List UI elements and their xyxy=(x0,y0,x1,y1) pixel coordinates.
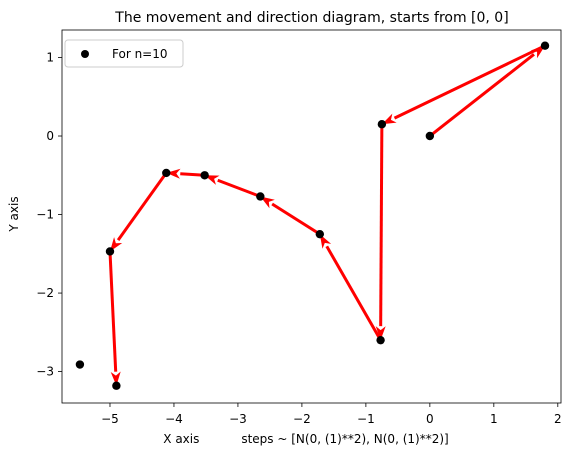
data-point xyxy=(540,41,550,50)
y-tick-label: −1 xyxy=(36,208,54,222)
data-point xyxy=(162,168,171,178)
arrow xyxy=(260,196,321,236)
arrow xyxy=(381,44,546,125)
arrow-head xyxy=(319,234,332,249)
legend-box xyxy=(64,39,184,68)
arrow-head xyxy=(260,196,275,209)
arrow-head xyxy=(375,326,386,341)
x-tick-label: −5 xyxy=(101,412,119,426)
x-tick-label: 1 xyxy=(490,412,498,426)
arrow xyxy=(375,124,386,341)
x-tick-label: −3 xyxy=(229,412,247,426)
arrow-layer xyxy=(108,44,546,386)
arrow-head xyxy=(381,113,397,125)
y-tick-label: 1 xyxy=(46,50,54,64)
arrow-shaft xyxy=(108,251,118,372)
arrow xyxy=(204,175,261,198)
arrow-head xyxy=(166,168,181,179)
arrow-shaft xyxy=(393,44,546,120)
arrow-shaft xyxy=(116,172,168,241)
data-point xyxy=(377,120,387,129)
y-axis-label: Y axis xyxy=(7,196,21,232)
point-layer xyxy=(75,41,550,390)
chart-title: The movement and direction diagram, star… xyxy=(114,10,508,26)
data-point xyxy=(425,131,435,141)
data-point xyxy=(315,229,325,239)
x-tick-label: −4 xyxy=(165,412,183,426)
y-tick-label: −3 xyxy=(36,365,54,379)
x-axis-label: X axis steps ~ [N(0, (1)**2), N(0, (1)**… xyxy=(163,432,448,446)
legend-label: For n=10 xyxy=(112,47,168,61)
arrow-shaft xyxy=(379,124,384,327)
plot-frame xyxy=(61,29,562,404)
x-tick-label: 2 xyxy=(554,412,562,426)
arrow-shaft xyxy=(271,202,321,236)
legend: For n=10 xyxy=(64,39,184,68)
arrow-shaft xyxy=(325,245,382,341)
arrow-head xyxy=(204,175,220,185)
x-tick-layer: −5 −4 −3 −2 −1 0 1 2 xyxy=(101,403,562,426)
data-point xyxy=(105,247,115,256)
y-tick-layer: −3 −2 −1 0 1 xyxy=(36,50,62,379)
data-point xyxy=(376,335,385,345)
arrow-head xyxy=(109,237,123,252)
arrow-shaft xyxy=(428,53,535,138)
data-point xyxy=(200,171,209,180)
arrow-shaft xyxy=(217,178,261,198)
x-tick-label: −2 xyxy=(293,412,311,426)
x-tick-label: 0 xyxy=(426,412,434,426)
x-tick-label: −1 xyxy=(357,412,375,426)
data-point xyxy=(256,192,265,201)
arrow xyxy=(108,251,121,386)
plot-area xyxy=(62,30,561,403)
data-point xyxy=(112,381,121,390)
arrow-head xyxy=(110,371,121,386)
arrow xyxy=(319,234,382,341)
arrow xyxy=(109,172,168,252)
y-tick-label: 0 xyxy=(46,129,54,143)
data-point xyxy=(75,360,85,369)
legend-marker xyxy=(81,50,89,58)
y-tick-label: −2 xyxy=(36,286,54,300)
